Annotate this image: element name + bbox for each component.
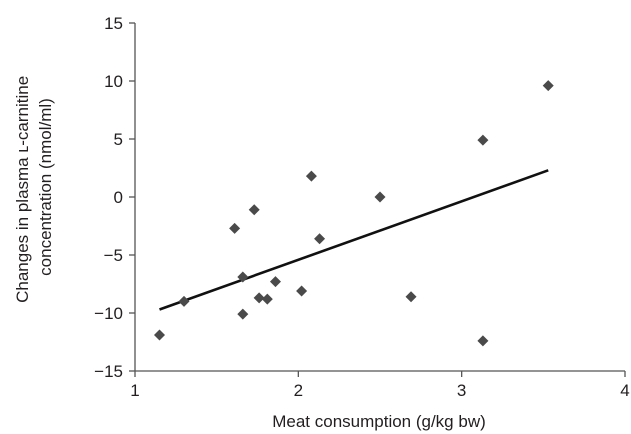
y-axis-title: Changes in plasma ʟ-carnitine concentrat… [13,71,55,303]
y-tick-label: 0 [114,188,123,207]
data-point [542,80,554,92]
data-point [314,233,326,245]
y-tick-label: −5 [104,246,123,265]
trend-line [159,169,549,311]
y-axis-title-line2: concentration (nmol/ml) [36,98,55,276]
data-points [154,80,554,347]
data-point [405,291,417,303]
y-axis-ticks: 15 10 5 0 −5 −10 −15 [94,14,135,381]
data-point [269,276,281,288]
data-point [261,293,273,305]
y-tick-label: 15 [104,14,123,33]
y-tick-label: −10 [94,304,123,323]
data-point [154,329,165,341]
data-point [305,170,317,182]
y-tick-label: 10 [104,72,123,91]
x-tick-label: 4 [620,381,629,400]
y-tick-label: −15 [94,362,123,381]
x-axis-ticks: 1 2 3 4 [130,371,630,400]
x-axis-title: Meat consumption (g/kg bw) [272,412,486,431]
y-tick-label: 5 [114,130,123,149]
y-axis-title-line1: Changes in plasma ʟ-carnitine [13,76,32,303]
data-point [296,285,308,297]
data-point [374,191,386,203]
x-tick-label: 1 [130,381,139,400]
data-point [237,308,249,320]
x-tick-label: 3 [457,381,466,400]
data-point [253,292,265,304]
data-point [477,335,489,347]
data-point [248,204,260,216]
data-point [178,295,190,307]
data-point [237,271,249,283]
x-tick-label: 2 [294,381,303,400]
data-point [477,134,489,146]
data-point [229,222,241,234]
